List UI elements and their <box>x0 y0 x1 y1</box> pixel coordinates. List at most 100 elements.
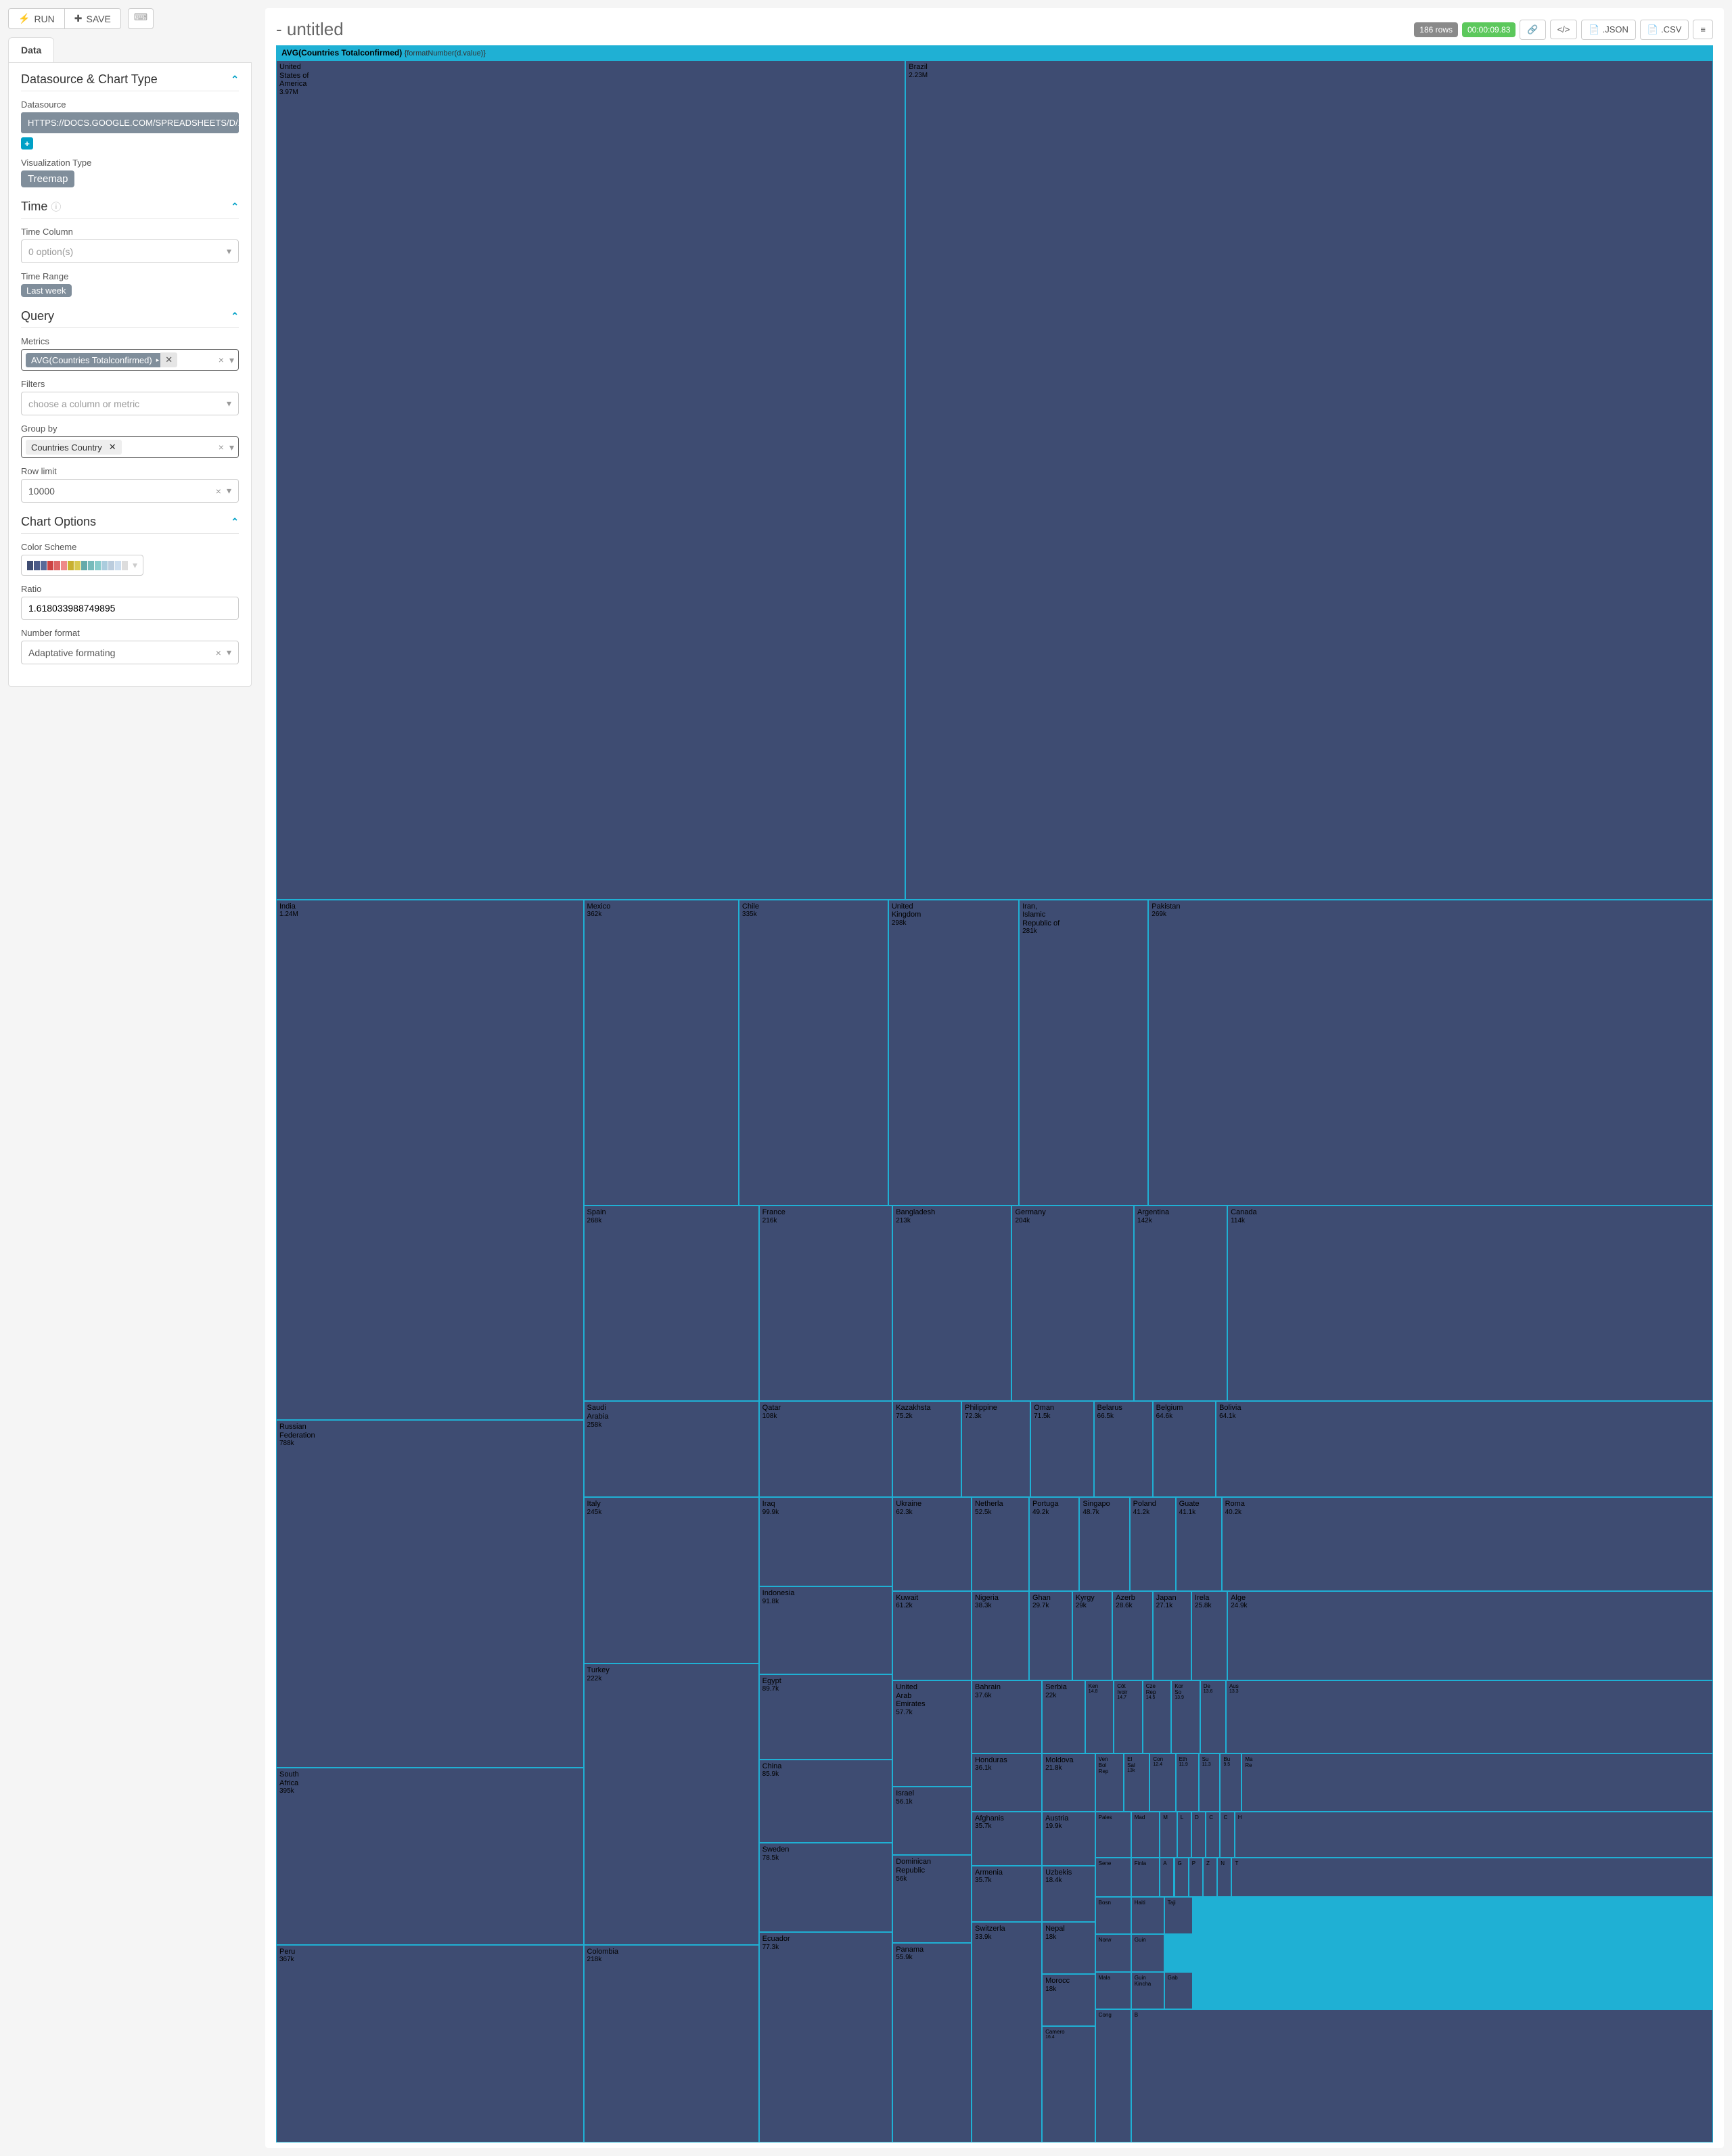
section-chartoptions-header[interactable]: Chart Options ⌃ <box>21 515 239 534</box>
colorscheme-select[interactable]: ▾ <box>21 555 143 576</box>
treemap-cell[interactable]: Alge24.9k <box>1227 1591 1713 1680</box>
treemap-cell[interactable]: Ghan29.7k <box>1029 1591 1072 1680</box>
treemap-cell[interactable]: Colombia218k <box>584 1945 759 2142</box>
treemap-cell[interactable]: Roma40.2k <box>1222 1497 1713 1591</box>
tab-data[interactable]: Data <box>8 37 54 62</box>
treemap-cell[interactable]: SouthAfrica395k <box>276 1768 584 1945</box>
treemap-cell[interactable]: UnitedArabEmirates57.7k <box>892 1680 972 1787</box>
treemap-cell[interactable]: Qatar108k <box>759 1401 893 1497</box>
treemap-cell[interactable]: Indonesia91.8k <box>759 1586 893 1674</box>
treemap-cell[interactable]: Kuwait61.2k <box>892 1591 972 1680</box>
groupby-token[interactable]: Countries Country ✕ <box>26 440 122 455</box>
treemap-cell[interactable]: Finla <box>1131 1858 1160 1897</box>
treemap-cell[interactable]: Philippine72.3k <box>961 1401 1030 1497</box>
treemap-cell[interactable]: VenBolRep <box>1095 1753 1124 1812</box>
viztype-value[interactable]: Treemap <box>21 170 74 187</box>
treemap-cell[interactable]: Panama55.9k <box>892 1943 972 2143</box>
caret-down-icon[interactable]: ▾ <box>229 354 234 366</box>
clear-icon[interactable]: × <box>219 354 224 365</box>
caret-down-icon[interactable]: ▾ <box>229 442 234 453</box>
treemap-cell[interactable]: France216k <box>759 1206 893 1401</box>
treemap-cell[interactable]: DominicanRepublic56k <box>892 1855 972 1942</box>
rowlimit-input[interactable]: 10000 × ▾ <box>21 479 239 503</box>
treemap-cell[interactable]: Turkey222k <box>584 1664 759 1945</box>
treemap-cell[interactable]: Ken14.8 <box>1085 1680 1114 1753</box>
section-time-header[interactable]: Time ⓘ ⌃ <box>21 200 239 219</box>
treemap-cell[interactable]: Iran,IslamicRepublic of281k <box>1019 900 1148 1206</box>
treemap-cell[interactable]: KorSo13.9 <box>1171 1680 1200 1753</box>
treemap-cell[interactable]: Su11.3 <box>1199 1753 1221 1812</box>
treemap-cell[interactable]: Eth11.9 <box>1176 1753 1199 1812</box>
treemap-cell[interactable]: Pakistan269k <box>1148 900 1713 1206</box>
treemap-cell[interactable]: CôtIvoir14.7 <box>1114 1680 1142 1753</box>
treemap-cell[interactable]: Gab <box>1164 1972 1193 2009</box>
treemap-cell[interactable]: Kyrgy29k <box>1072 1591 1112 1680</box>
treemap-cell[interactable]: Uzbekis18.4k <box>1042 1866 1095 1922</box>
json-button[interactable]: 📄.JSON <box>1581 20 1635 40</box>
treemap-cell[interactable]: Nigeria38.3k <box>972 1591 1029 1680</box>
keyboard-icon[interactable]: ⌨ <box>128 8 154 29</box>
treemap-cell[interactable]: H <box>1235 1812 1713 1858</box>
treemap-cell[interactable]: Camero16.4 <box>1042 2026 1095 2142</box>
datasource-value[interactable]: HTTPS://DOCS.GOOGLE.COM/SPREADSHEETS/D/1… <box>21 112 239 133</box>
treemap-cell[interactable]: Switzerla33.9k <box>972 1922 1042 2142</box>
treemap-cell[interactable]: Germany204k <box>1011 1206 1134 1401</box>
treemap-cell[interactable]: Guate41.1k <box>1176 1497 1222 1591</box>
treemap-cell[interactable]: Norw <box>1095 1934 1131 1971</box>
numfmt-select[interactable]: Adaptative formating × ▾ <box>21 641 239 664</box>
metrics-token-remove[interactable]: ✕ <box>160 352 177 367</box>
metrics-input[interactable]: AVG(Countries Totalconfirmed) ▸ ✕ × ▾ <box>21 349 239 371</box>
section-query-header[interactable]: Query ⌃ <box>21 309 239 328</box>
treemap-cell[interactable]: Aus13.3 <box>1226 1680 1713 1753</box>
treemap-cell[interactable]: Belgium64.6k <box>1153 1401 1216 1497</box>
section-datasource-header[interactable]: Datasource & Chart Type ⌃ <box>21 72 239 91</box>
treemap-cell[interactable]: Mala <box>1095 1972 1131 2009</box>
ratio-input[interactable] <box>21 597 239 620</box>
treemap-cell[interactable]: Ukraine62.3k <box>892 1497 972 1591</box>
treemap-cell[interactable]: Italy245k <box>584 1497 759 1664</box>
treemap-cell[interactable]: Serbia22k <box>1042 1680 1085 1753</box>
treemap-cell[interactable]: Israel56.1k <box>892 1787 972 1856</box>
treemap-cell[interactable]: Belarus66.5k <box>1094 1401 1153 1497</box>
treemap-cell[interactable]: UnitedKingdom298k <box>888 900 1019 1206</box>
treemap-cell[interactable]: ElSal13k <box>1124 1753 1149 1812</box>
filters-input[interactable]: choose a column or metric ▾ <box>21 392 239 415</box>
treemap-cell[interactable]: Kazakhsta75.2k <box>892 1401 961 1497</box>
treemap-cell[interactable]: C <box>1206 1812 1220 1858</box>
groupby-input[interactable]: Countries Country ✕ × ▾ <box>21 436 239 458</box>
time-range-value[interactable]: Last week <box>21 284 72 297</box>
treemap-cell[interactable]: SaudiArabia258k <box>584 1401 759 1497</box>
treemap-cell[interactable]: Japan27.1k <box>1153 1591 1191 1680</box>
treemap-cell[interactable]: GuinKincha <box>1131 1972 1164 2009</box>
groupby-token-remove[interactable]: ✕ <box>109 442 116 453</box>
treemap-cell[interactable]: China85.9k <box>759 1760 893 1843</box>
metrics-token[interactable]: AVG(Countries Totalconfirmed) ▸ <box>26 353 164 367</box>
treemap-cell[interactable]: Peru367k <box>276 1945 584 2142</box>
run-button[interactable]: ⚡ RUN <box>8 8 65 29</box>
treemap-cell[interactable]: Sene <box>1095 1858 1131 1897</box>
treemap-cell[interactable]: Oman71.5k <box>1030 1401 1093 1497</box>
csv-button[interactable]: 📄.CSV <box>1640 20 1689 40</box>
treemap-cell[interactable]: De13.6 <box>1200 1680 1226 1753</box>
add-datasource-button[interactable]: + <box>21 137 33 150</box>
treemap[interactable]: UnitedStates ofAmerica3.97MBrazil2.23M In… <box>276 60 1713 2142</box>
treemap-cell[interactable]: B <box>1131 2009 1713 2142</box>
treemap-cell[interactable]: L <box>1177 1812 1191 1858</box>
treemap-cell[interactable]: Brazil2.23M <box>905 60 1713 900</box>
treemap-cell[interactable]: Honduras36.1k <box>972 1753 1042 1812</box>
treemap-cell[interactable]: M <box>1160 1812 1177 1858</box>
treemap-cell[interactable]: CzeRep14.5 <box>1143 1680 1171 1753</box>
treemap-cell[interactable]: Spain268k <box>584 1206 759 1401</box>
treemap-cell[interactable]: India1.24M <box>276 900 584 1421</box>
caret-down-icon[interactable]: ▾ <box>227 647 231 658</box>
treemap-cell[interactable]: T <box>1231 1858 1713 1897</box>
treemap-cell[interactable]: Taji <box>1164 1897 1193 1934</box>
clear-icon[interactable]: × <box>216 486 221 497</box>
treemap-cell[interactable]: Con12.4 <box>1149 1753 1175 1812</box>
link-button[interactable]: 🔗 <box>1520 20 1545 40</box>
treemap-cell[interactable]: UnitedStates ofAmerica3.97M <box>276 60 905 900</box>
treemap-cell[interactable]: Mexico362k <box>584 900 739 1206</box>
treemap-cell[interactable]: Bangladesh213k <box>892 1206 1011 1401</box>
treemap-cell[interactable]: Canada114k <box>1227 1206 1713 1401</box>
treemap-cell[interactable]: Mad <box>1131 1812 1160 1858</box>
